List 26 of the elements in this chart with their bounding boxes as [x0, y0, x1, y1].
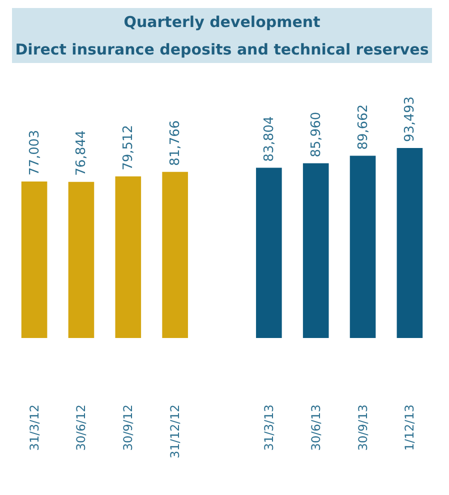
data-label: 76,844: [74, 130, 90, 176]
data-label: 89,662: [356, 104, 371, 150]
bar: [302, 163, 329, 338]
x-tick-label: 31/12/12: [168, 404, 182, 458]
x-tick-label: 1/12/13: [402, 404, 417, 451]
x-tick-label: 30/9/12: [121, 404, 136, 451]
x-tick-label: 30/6/12: [74, 404, 88, 451]
data-label: 77,003: [27, 130, 42, 176]
chart-subtitle: Direct insurance deposits and technical reserves: [15, 40, 429, 58]
bar: [256, 168, 282, 338]
bar: [21, 182, 48, 338]
bar: [68, 182, 94, 338]
x-tick-label: 30/6/13: [308, 404, 323, 451]
data-label: 79,512: [121, 124, 136, 170]
x-tick-label: 31/3/12: [27, 404, 42, 451]
data-label: 83,804: [262, 116, 277, 162]
bar: [115, 176, 142, 338]
data-label: 93,493: [402, 96, 418, 142]
data-label: 81,766: [168, 120, 184, 166]
x-tick-label: 30/9/13: [356, 404, 370, 451]
x-tick-label: 31/3/13: [262, 404, 276, 451]
data-label: 85,960: [308, 112, 324, 158]
bar: [350, 156, 376, 338]
chart-title: Quarterly development: [124, 12, 320, 31]
bar: [162, 172, 188, 338]
bar: [396, 148, 423, 338]
